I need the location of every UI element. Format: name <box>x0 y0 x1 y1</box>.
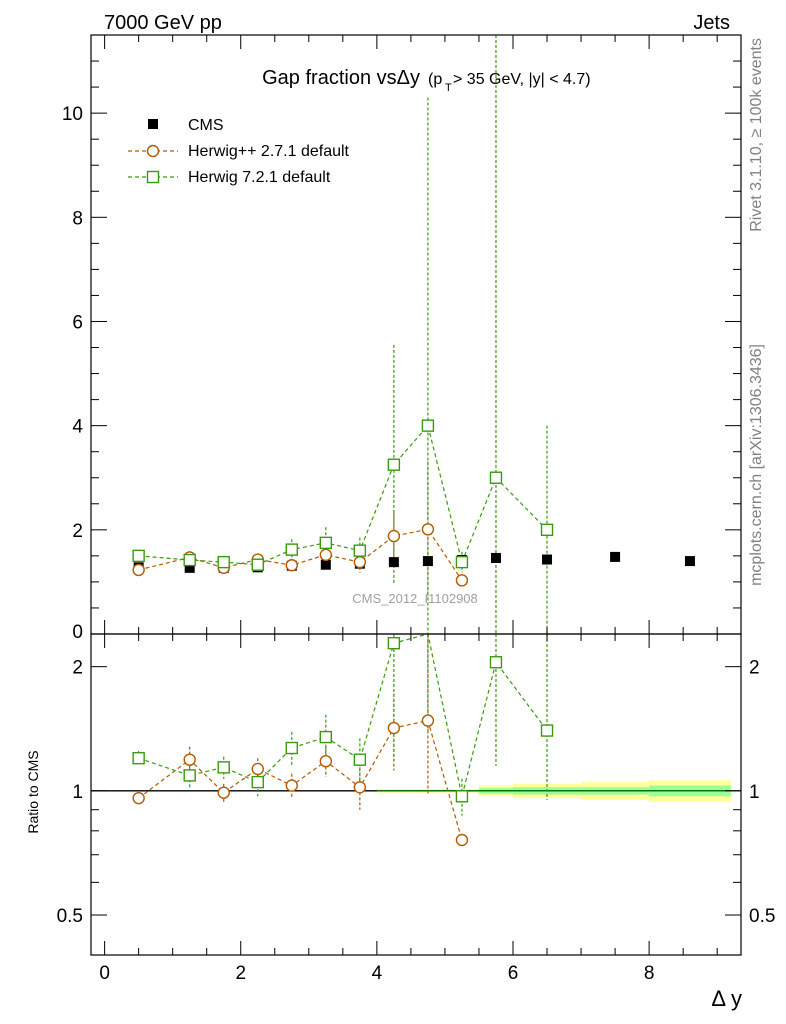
x-tick-label: 6 <box>508 963 519 984</box>
rivet-version-label: Rivet 3.1.10, ≥ 100k events <box>748 38 765 232</box>
x-tick-label: 0 <box>99 963 110 984</box>
cms-data-point <box>320 559 331 570</box>
herwigpp-data-point <box>455 574 469 587</box>
legend: CMS Herwig++ 2.7.1 default Herwig 7.2.1 … <box>128 117 350 186</box>
herwig7-data-point <box>251 558 264 571</box>
legend-label-herwig7: Herwig 7.2.1 default <box>188 169 331 186</box>
ratio-herwig7-point <box>387 636 401 650</box>
ratio-herwig7-point <box>455 790 469 803</box>
ratio-y-tick-label: 1 <box>72 782 83 803</box>
main-y-tick-label: 10 <box>62 104 83 125</box>
ratio-herwigpp-point <box>387 721 401 735</box>
herwig7-data-point <box>285 543 298 556</box>
legend-marker-herwigpp <box>146 144 160 158</box>
legend-marker-herwig7 <box>146 170 160 184</box>
ratio-y-axis-label: Ratio to CMS <box>25 750 41 833</box>
herwig7-data-point <box>489 471 503 484</box>
ratio-y-tick-label-right: 0.5 <box>749 906 775 927</box>
main-series-line-1 <box>138 528 463 581</box>
herwig7-data-point <box>540 523 554 537</box>
herwig7-data-point <box>132 549 145 563</box>
herwig7-data-point <box>421 419 435 432</box>
legend-marker-cms <box>148 119 158 129</box>
ratio-series-lines <box>138 633 548 841</box>
herwigpp-data-point <box>421 523 435 536</box>
mcplots-reference-label: mcplots.cern.ch [arXiv:1306.3436] <box>748 344 765 586</box>
herwig7-data-point <box>387 458 401 471</box>
plot-title-cut-suffix: > 35 GeV, |y| < 4.7) <box>453 71 591 88</box>
cms-data-point <box>610 551 621 562</box>
cms-data-point <box>184 562 195 573</box>
ratio-panel: 0.5 0.5 1 1 2 2 0 2 4 6 8 Ratio to CMS <box>25 633 775 984</box>
ratio-herwig7-point <box>319 730 333 744</box>
ratio-herwig7-point <box>353 753 367 766</box>
ratio-herwigpp-point <box>217 786 230 799</box>
main-series-lines <box>138 424 548 581</box>
herwig7-data-point <box>353 544 367 557</box>
plot-title-cut-subscript: T <box>445 82 452 94</box>
ratio-herwigpp-point <box>251 762 264 776</box>
x-tick-label: 4 <box>372 963 383 984</box>
ratio-herwigpp-point <box>183 753 196 766</box>
cms-data-point <box>684 556 695 567</box>
plot-title: Gap fraction vsΔy <box>262 67 420 89</box>
ratio-herwigpp-point <box>353 781 367 794</box>
header-energy-label: 7000 GeV pp <box>104 12 222 34</box>
main-markers <box>132 419 695 587</box>
cms-data-point <box>490 552 501 563</box>
ratio-error-bars <box>138 634 548 845</box>
ratio-herwigpp-point <box>285 779 298 792</box>
ratio-y-tick-label-right: 2 <box>749 658 760 679</box>
herwigpp-data-point <box>285 559 298 572</box>
herwigpp-data-point <box>353 555 367 569</box>
ratio-herwigpp-point <box>132 791 145 805</box>
ratio-axes: 0.5 0.5 1 1 2 2 0 2 4 6 8 <box>57 633 775 984</box>
main-y-tick-label: 0 <box>72 622 83 643</box>
ratio-herwig7-point <box>540 724 554 737</box>
herwigpp-data-point <box>387 529 401 543</box>
ratio-herwig7-point <box>251 775 264 789</box>
legend-label-cms: CMS <box>188 117 224 134</box>
main-y-tick-label: 4 <box>72 417 83 438</box>
ratio-series-line-0 <box>138 719 463 841</box>
cms-data-point <box>388 557 399 568</box>
x-tick-label: 2 <box>235 963 246 984</box>
ratio-frame <box>90 633 742 956</box>
herwig7-data-point <box>455 555 469 569</box>
ratio-y-tick-label: 0.5 <box>57 906 83 927</box>
main-y-tick-label: 8 <box>72 208 83 229</box>
ratio-markers <box>132 636 554 847</box>
ratio-herwigpp-point <box>421 714 435 727</box>
herwigpp-data-point <box>132 563 145 577</box>
ratio-reference-band <box>91 780 741 802</box>
header-process-label: Jets <box>693 12 730 34</box>
cms-data-point <box>542 554 553 565</box>
cms-data-point <box>422 556 433 567</box>
legend-label-herwigpp: Herwig++ 2.7.1 default <box>188 143 350 160</box>
ratio-herwig7-point <box>285 741 298 755</box>
ratio-series-line-1 <box>138 633 548 797</box>
ratio-herwigpp-point <box>455 833 469 847</box>
ratio-herwig7-point <box>489 656 503 669</box>
analysis-watermark: CMS_2012_I1102908 <box>352 591 478 606</box>
ratio-herwigpp-point <box>319 754 333 768</box>
main-panel: 0 2 4 6 8 10 Gap fraction vsΔy (p T > 35 GeV,… <box>62 34 742 643</box>
x-axis-label: Δ y <box>711 986 742 1011</box>
x-tick-label: 8 <box>644 963 655 984</box>
ratio-y-tick-label-right: 1 <box>749 782 760 803</box>
ratio-y-tick-label: 2 <box>72 658 83 679</box>
herwig7-data-point <box>217 555 230 569</box>
ratio-herwig7-point <box>183 769 196 782</box>
herwig7-data-point <box>183 553 196 567</box>
ratio-herwig7-point <box>217 761 230 774</box>
herwigpp-data-point <box>319 548 333 562</box>
herwig7-data-point <box>319 536 333 550</box>
main-series-line-2 <box>138 424 548 566</box>
plot-title-cut-prefix: (p <box>428 71 442 88</box>
ratio-herwig7-point <box>132 751 145 765</box>
main-y-tick-label: 6 <box>72 312 83 333</box>
main-axes: 0 2 4 6 8 10 <box>62 34 742 643</box>
main-y-tick-label: 2 <box>72 521 83 542</box>
